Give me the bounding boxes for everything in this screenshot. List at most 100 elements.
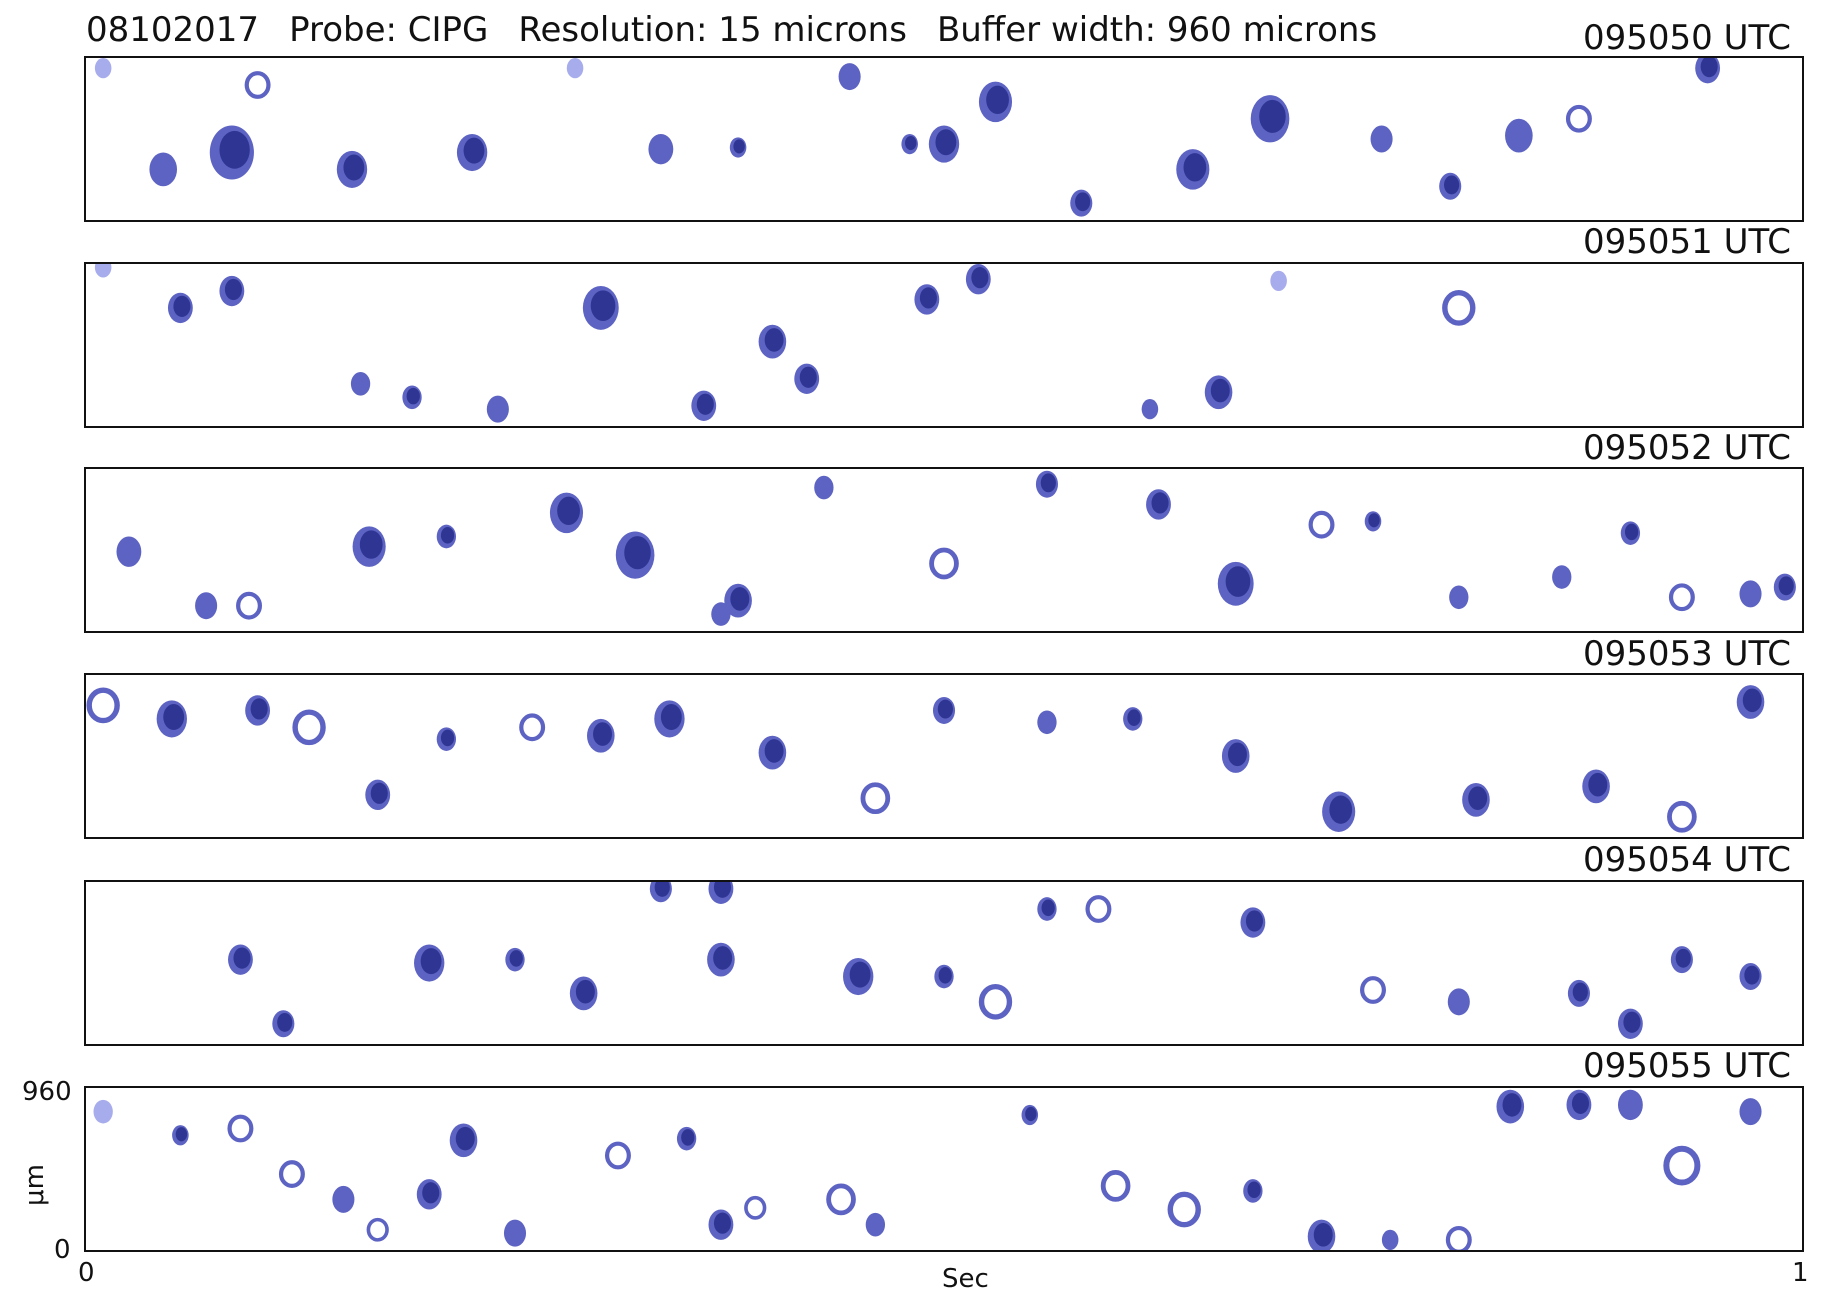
particle-core: [1025, 1106, 1037, 1122]
particle-core: [713, 946, 733, 970]
particle-core: [1368, 513, 1380, 528]
particle-core: [937, 699, 953, 719]
particle-image: [838, 63, 861, 91]
particle-image: [1381, 1229, 1399, 1250]
particle-ring: [227, 1114, 254, 1143]
strip-time-label: 095051 UTC: [1582, 222, 1791, 262]
particle-core: [420, 948, 442, 975]
particle-ring: [1668, 583, 1695, 612]
particle-ring: [1360, 976, 1386, 1004]
particle-image: [648, 133, 674, 165]
particle-strip: [84, 262, 1804, 428]
particle-core: [1502, 1093, 1522, 1117]
particle-core: [1075, 192, 1091, 212]
particle-image: [93, 1099, 113, 1124]
particle-core: [593, 722, 613, 746]
particle-image: [94, 58, 112, 79]
particle-image: [503, 1219, 527, 1247]
particle-ring: [236, 591, 263, 620]
particle-core: [1623, 1011, 1641, 1033]
particle-core: [219, 130, 250, 169]
particle-core: [509, 950, 523, 967]
particle-core: [733, 139, 745, 154]
strip-time-label: 095052 UTC: [1582, 428, 1791, 468]
x-tick-max: 1: [1792, 1258, 1809, 1288]
particle-ring: [860, 782, 891, 815]
particle-core: [440, 729, 455, 747]
particle-image: [94, 264, 112, 278]
particle-core: [1151, 492, 1169, 514]
particle-image: [1447, 988, 1470, 1016]
particle-strip: [84, 467, 1804, 633]
particle-core: [1468, 786, 1488, 810]
particle-core: [654, 882, 670, 897]
particle-core: [696, 393, 714, 415]
particle-ring: [366, 1217, 389, 1242]
particle-core: [406, 387, 420, 405]
particle-core: [440, 527, 455, 544]
particle-image: [1270, 270, 1287, 291]
particle-core: [1700, 58, 1718, 78]
particle-core: [1744, 965, 1760, 985]
particle-core: [1675, 948, 1691, 968]
particle-core: [233, 947, 251, 969]
x-tick-min: 0: [78, 1258, 95, 1288]
particle-core: [1624, 523, 1639, 541]
particle-strip: [84, 673, 1804, 839]
particle-ring: [1663, 1145, 1701, 1186]
particle-image: [1141, 399, 1159, 420]
particle-image: [1552, 565, 1572, 589]
particle-ring: [1565, 104, 1592, 133]
particle-core: [1210, 378, 1230, 403]
particle-core: [359, 530, 383, 559]
particle-ring: [1308, 510, 1335, 539]
particle-ring: [244, 71, 271, 99]
particle-image: [1449, 585, 1469, 610]
x-axis-label: Sec: [942, 1264, 989, 1294]
particle-core: [575, 979, 595, 1004]
particle-ring: [86, 687, 120, 724]
particle-core: [849, 961, 871, 988]
particle-strip: [84, 880, 1804, 1046]
particle-core: [660, 704, 682, 731]
particle-ring: [826, 1183, 856, 1216]
particle-core: [713, 882, 732, 898]
particle-core: [905, 135, 917, 151]
strip-time-label: 095055 UTC: [1582, 1046, 1791, 1086]
particle-ring: [604, 1141, 631, 1170]
strip-time-label: 095050 UTC: [1582, 18, 1791, 58]
particle-image: [865, 1212, 886, 1237]
particle-ring: [929, 547, 959, 580]
strip-time-label: 095054 UTC: [1582, 840, 1791, 880]
particle-image: [350, 372, 371, 396]
particle-core: [455, 1126, 475, 1151]
particle-image: [1037, 710, 1057, 735]
buffer-width-label: Buffer width: 960 microns: [936, 10, 1378, 50]
particle-ring: [519, 713, 546, 742]
particle-core: [986, 85, 1009, 115]
particle-core: [250, 698, 268, 720]
particle-image: [814, 475, 834, 500]
particle-ring: [1100, 1170, 1131, 1202]
particle-image: [1739, 1098, 1762, 1126]
particle-core: [463, 137, 485, 164]
particle-core: [343, 154, 365, 181]
particle-core: [557, 496, 580, 526]
resolution-label: Resolution: 15 microns: [518, 10, 907, 50]
date-label: 08102017: [86, 10, 260, 50]
particle-image: [149, 152, 178, 187]
particle-ring: [1442, 290, 1476, 326]
particle-core: [1040, 473, 1056, 493]
particle-core: [624, 536, 651, 570]
particle-core: [163, 704, 185, 731]
particle-image: [116, 536, 142, 567]
particle-core: [1313, 1223, 1333, 1247]
particle-core: [938, 967, 952, 984]
particle-core: [1225, 566, 1251, 597]
particle-core: [971, 267, 989, 289]
particle-ring: [744, 1195, 767, 1220]
particle-image: [1370, 125, 1393, 153]
particle-image: [1739, 580, 1762, 608]
particle-ring: [978, 983, 1013, 1020]
particle-core: [173, 295, 191, 317]
